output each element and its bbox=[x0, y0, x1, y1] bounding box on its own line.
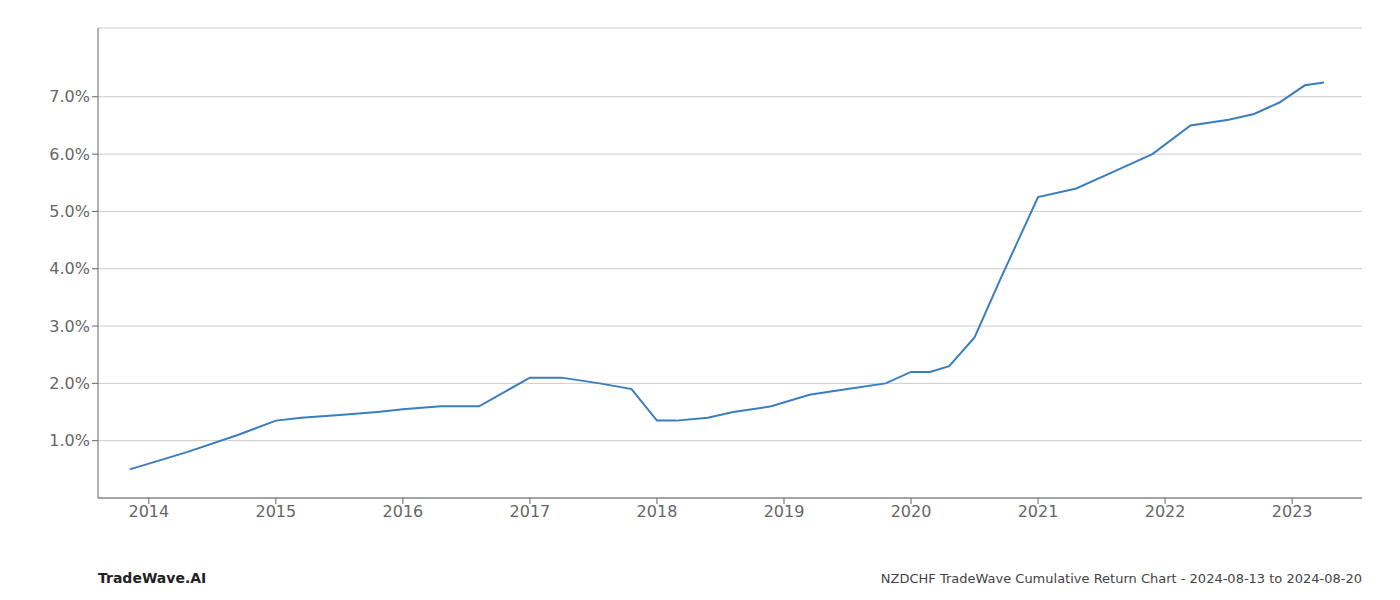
svg-text:2022: 2022 bbox=[1145, 502, 1186, 521]
svg-text:1.0%: 1.0% bbox=[49, 431, 90, 450]
svg-text:2019: 2019 bbox=[764, 502, 805, 521]
svg-text:2015: 2015 bbox=[255, 502, 296, 521]
svg-text:7.0%: 7.0% bbox=[49, 87, 90, 106]
svg-text:5.0%: 5.0% bbox=[49, 202, 90, 221]
svg-text:6.0%: 6.0% bbox=[49, 145, 90, 164]
svg-text:2021: 2021 bbox=[1018, 502, 1059, 521]
svg-text:2016: 2016 bbox=[383, 502, 424, 521]
svg-text:2023: 2023 bbox=[1272, 502, 1313, 521]
svg-text:2020: 2020 bbox=[891, 502, 932, 521]
svg-text:2018: 2018 bbox=[637, 502, 678, 521]
svg-text:4.0%: 4.0% bbox=[49, 259, 90, 278]
svg-text:2014: 2014 bbox=[128, 502, 169, 521]
svg-text:2.0%: 2.0% bbox=[49, 374, 90, 393]
svg-text:3.0%: 3.0% bbox=[49, 317, 90, 336]
html-text:TradeWave.AI: TradeWave.AI bbox=[98, 570, 207, 586]
svg-text:2017: 2017 bbox=[510, 502, 551, 521]
html-text:NZDCHF TradeWave Cumulative Re: NZDCHF TradeWave Cumulative Return Chart… bbox=[880, 571, 1362, 586]
